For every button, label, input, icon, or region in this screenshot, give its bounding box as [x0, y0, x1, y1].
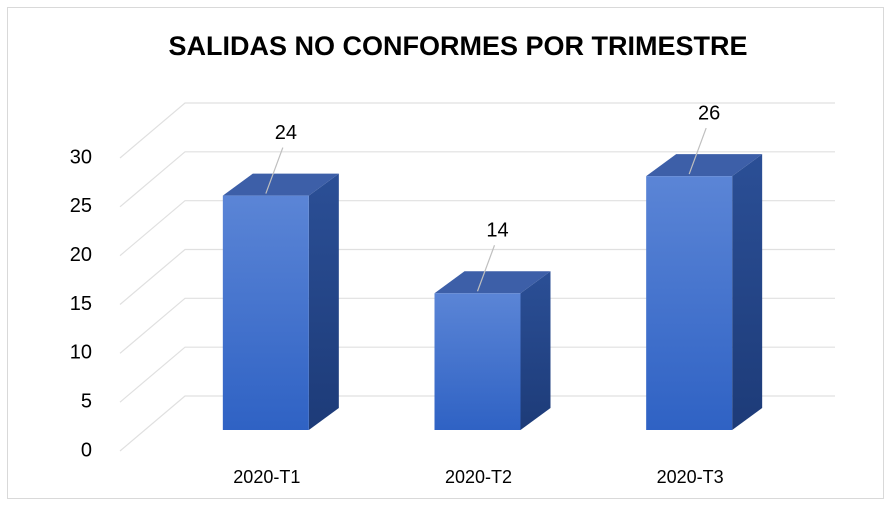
y-tick-label: 5 — [81, 390, 92, 412]
data-label: 14 — [486, 220, 508, 242]
y-tick-label: 10 — [70, 342, 92, 364]
bar-side — [732, 154, 763, 431]
leader-line — [265, 147, 284, 194]
data-label: 24 — [275, 122, 297, 144]
x-tick-label: 2020-T1 — [233, 467, 300, 487]
bar-front — [434, 293, 521, 430]
y-tick-label: 0 — [81, 439, 92, 461]
bar-front — [222, 195, 309, 430]
bar-side — [520, 271, 551, 430]
bar-front — [646, 176, 733, 430]
grid-line — [119, 248, 835, 305]
grid-line — [119, 297, 835, 354]
data-label: 26 — [698, 102, 720, 124]
x-tick-label: 2020-T2 — [445, 467, 512, 487]
bar-top — [222, 173, 339, 196]
grid-line — [119, 346, 835, 403]
bar — [646, 154, 763, 431]
grid-line — [119, 200, 835, 257]
y-tick-label: 15 — [70, 293, 92, 315]
y-tick-label: 30 — [70, 146, 92, 168]
grid-line — [119, 151, 835, 208]
leader-line — [476, 245, 496, 292]
chart-title: SALIDAS NO CONFORMES POR TRIMESTRE — [168, 31, 747, 61]
bar-top — [434, 271, 551, 294]
x-tick-label: 2020-T3 — [657, 467, 724, 487]
leader-line — [688, 127, 707, 175]
grid-line — [119, 102, 835, 159]
bar — [222, 173, 339, 430]
bar-side — [308, 173, 339, 430]
grid-line — [119, 395, 835, 452]
bar — [434, 271, 551, 430]
y-tick-label: 25 — [70, 195, 92, 217]
bar-top — [646, 154, 763, 177]
y-tick-label: 20 — [70, 244, 92, 266]
